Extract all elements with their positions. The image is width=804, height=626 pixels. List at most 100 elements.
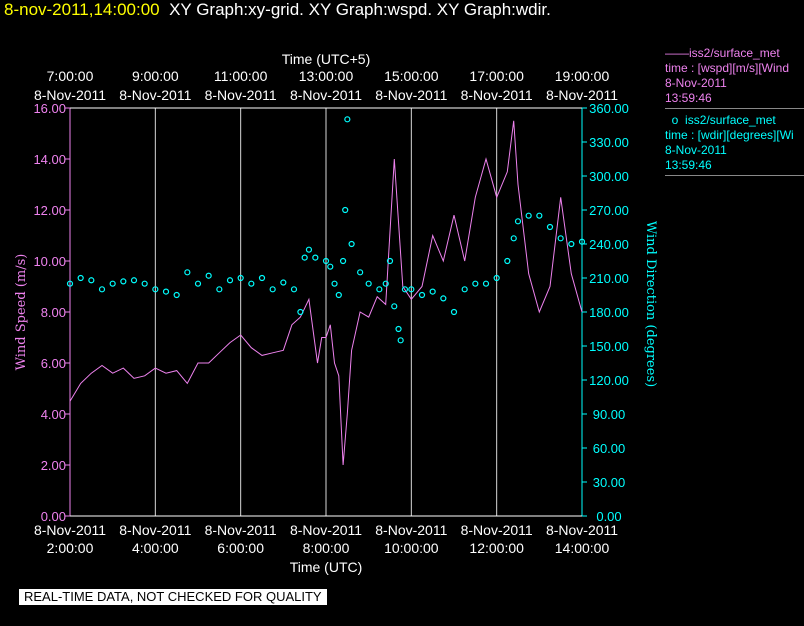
wind-speed-line	[69, 120, 583, 466]
y-tick-label-right: 270.00	[589, 203, 629, 218]
axis-ticks: 8-Nov-2011 2:00:00 7:00:00 8-Nov-2011 8-Nov-…	[33, 68, 628, 556]
wind-direction-point	[130, 277, 138, 284]
wind-direction-point	[152, 286, 159, 293]
x-tick-label-top-date: 8-Nov-2011	[119, 87, 191, 103]
legend: ——iss2/surface_met time : [wspd][m/s][Wi…	[665, 46, 804, 180]
wind-direction-point	[280, 279, 287, 286]
y-tick-label-left: 14.00	[33, 152, 66, 167]
wind-direction-point	[120, 278, 127, 285]
y-tick-label-left: 16.00	[33, 101, 66, 116]
wind-direction-point	[348, 240, 355, 248]
wind-direction-point	[331, 280, 338, 287]
x-tick-label-bottom-date: 8-Nov-2011	[461, 522, 533, 538]
wind-direction-point	[322, 257, 330, 265]
wind-direction-point	[418, 291, 426, 299]
legend-series-desc: time : [wdir][degrees][Wi	[665, 128, 794, 142]
wind-direction-point	[141, 280, 148, 287]
x-tick-label-bottom-time: 6:00:00	[217, 540, 264, 556]
wind-direction-point	[429, 288, 436, 295]
x-tick-label-bottom-time: 14:00:00	[555, 540, 610, 556]
y-tick-label-right: 240.00	[589, 237, 629, 252]
wind-direction-point	[546, 223, 554, 231]
wind-direction-point	[162, 288, 170, 295]
wind-direction-point	[395, 325, 402, 333]
wind-direction-point	[391, 303, 398, 310]
y-tick-label-right: 330.00	[589, 135, 629, 150]
x-tick-label-bottom-date: 8-Nov-2011	[375, 522, 447, 538]
wind-direction-point	[305, 246, 313, 253]
wind-direction-point	[568, 240, 575, 248]
x-tick-label-top-time: 19:00:00	[555, 68, 610, 84]
wind-direction-point	[482, 280, 490, 287]
wind-direction-point	[525, 212, 532, 219]
y-axis-label-left: Wind Speed (m/s)	[14, 254, 29, 371]
x-tick-label-top-time: 7:00:00	[47, 68, 94, 84]
wind-direction-point	[504, 257, 511, 265]
x-tick-label-bottom-date: 8-Nov-2011	[546, 522, 618, 538]
x-tick-label-top-date: 8-Nov-2011	[205, 87, 277, 103]
header-graph-titles: XY Graph:xy-grid. XY Graph:wspd. XY Grap…	[169, 0, 551, 19]
y-tick-label-right: 150.00	[589, 339, 629, 354]
y-tick-label-left: 12.00	[33, 203, 66, 218]
wind-direction-point	[357, 269, 364, 276]
x-tick-label-bottom-time: 8:00:00	[303, 540, 350, 556]
y-tick-label-right: 210.00	[589, 271, 629, 286]
y-tick-label-right: 90.00	[593, 407, 626, 422]
wind-direction-point	[184, 269, 191, 276]
wind-direction-point	[205, 272, 212, 279]
wind-direction-point	[401, 286, 409, 293]
wind-direction-point	[301, 254, 308, 261]
wind-direction-point	[216, 286, 223, 293]
wind-direction-point	[344, 116, 351, 123]
wind-direction-point	[88, 277, 95, 284]
wind-direction-point	[376, 286, 383, 293]
x-tick-label-bottom-date: 8-Nov-2011	[290, 522, 362, 538]
wind-direction-point	[510, 235, 517, 242]
wind-direction-markers	[66, 116, 586, 344]
legend-series-time: 13:59:46	[665, 91, 712, 105]
x-tick-label-top-time: 15:00:00	[384, 68, 439, 84]
x-tick-label-bottom-date: 8-Nov-2011	[205, 522, 277, 538]
wind-direction-point	[290, 286, 298, 293]
wind-direction-point	[493, 274, 500, 282]
wind-direction-point	[312, 254, 319, 261]
y-tick-label-right: 120.00	[589, 373, 629, 388]
y-tick-label-left: 8.00	[41, 305, 66, 320]
y-tick-label-left: 10.00	[33, 254, 66, 269]
wind-direction-point	[237, 274, 244, 282]
wind-direction-point	[440, 295, 447, 302]
y-tick-label-right: 360.00	[589, 101, 629, 116]
wind-direction-point	[514, 218, 522, 225]
wind-direction-point	[408, 286, 415, 293]
legend-series-name: iss2/surface_met	[689, 46, 780, 60]
legend-series-date: 8-Nov-2011	[665, 143, 727, 157]
wind-direction-point	[335, 291, 342, 299]
y-tick-label-left: 2.00	[41, 458, 66, 473]
x-tick-label-top-time: 9:00:00	[132, 68, 179, 84]
wind-direction-point	[98, 286, 106, 293]
wind-direction-point	[557, 235, 564, 242]
y-tick-label-right: 30.00	[593, 475, 626, 490]
x-tick-label-top-date: 8-Nov-2011	[375, 87, 447, 103]
y-tick-label-right: 180.00	[589, 305, 629, 320]
wind-direction-point	[536, 212, 543, 219]
wind-direction-point	[77, 274, 84, 282]
chart-grid	[154, 108, 498, 516]
y-tick-label-right: 0.00	[596, 509, 621, 524]
x-tick-label-top-time: 11:00:00	[214, 68, 268, 84]
legend-circle-marker: o	[671, 113, 679, 127]
header-timestamp: 8-nov-2011,14:00:00	[4, 0, 160, 19]
wind-direction-point	[269, 286, 276, 293]
wind-direction-point	[173, 291, 180, 299]
legend-series-desc: time : [wspd][m/s][Wind	[665, 61, 790, 75]
quality-notice: REAL-TIME DATA, NOT CHECKED FOR QUALITY	[19, 589, 327, 605]
x-tick-label-bottom-date: 8-Nov-2011	[34, 522, 106, 538]
y-tick-label-left: 0.00	[41, 509, 66, 524]
wind-direction-point	[365, 280, 372, 287]
wind-direction-point	[382, 280, 389, 287]
header-bar: 8-nov-2011,14:00:00 XY Graph:xy-grid. XY…	[4, 0, 551, 20]
x-tick-label-bottom-time: 10:00:00	[384, 540, 439, 556]
wind-direction-point	[248, 280, 255, 287]
x-tick-label-top-time: 17:00:00	[469, 68, 524, 84]
x-tick-label-top-date: 8-Nov-2011	[546, 87, 618, 103]
